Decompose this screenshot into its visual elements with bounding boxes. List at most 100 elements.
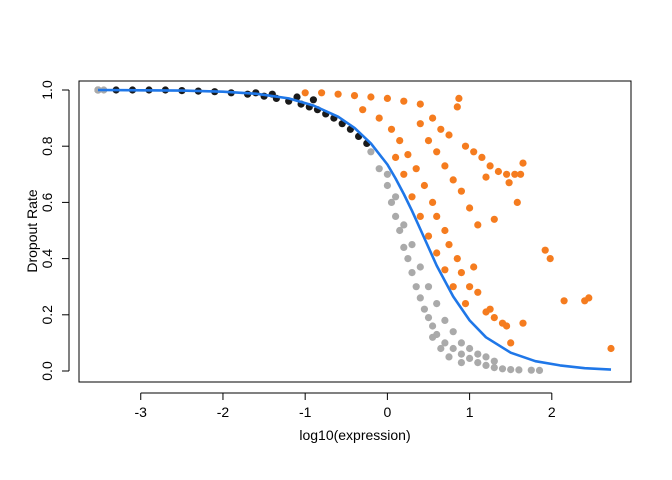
x-tick-label: -1 <box>299 404 312 420</box>
data-point <box>505 179 513 187</box>
data-point <box>470 263 478 271</box>
points-layer <box>94 86 615 374</box>
data-point <box>433 300 441 308</box>
data-point <box>482 353 490 361</box>
data-point <box>334 90 342 98</box>
data-point <box>466 204 474 212</box>
data-point <box>478 153 486 161</box>
data-point <box>416 212 424 220</box>
data-point <box>429 114 437 122</box>
plot-frame <box>78 80 632 383</box>
data-point <box>449 176 457 184</box>
data-point <box>404 255 412 263</box>
data-point <box>474 288 482 296</box>
data-point <box>396 226 404 235</box>
data-point <box>457 269 465 277</box>
data-point <box>466 283 474 291</box>
y-tick-label: 0.2 <box>39 305 55 325</box>
data-point <box>507 366 515 374</box>
data-point <box>457 187 465 195</box>
x-tick-label: -3 <box>135 404 148 420</box>
data-point <box>441 266 449 274</box>
data-point <box>424 137 433 145</box>
data-point <box>453 103 461 111</box>
data-point <box>585 294 593 302</box>
data-point <box>441 316 449 324</box>
y-tick-label: 1.0 <box>39 80 55 100</box>
data-point <box>541 246 549 254</box>
data-point <box>470 148 478 156</box>
data-point <box>437 344 445 353</box>
data-point <box>490 215 498 223</box>
y-tick-label: 0.0 <box>39 361 55 381</box>
data-point <box>486 305 494 313</box>
data-point <box>408 269 416 277</box>
data-point <box>517 170 525 178</box>
y-tick-label: 0.4 <box>39 249 55 269</box>
data-point <box>449 344 457 353</box>
data-point <box>375 165 383 173</box>
data-point <box>441 339 449 347</box>
data-point <box>350 92 359 100</box>
data-point <box>515 366 523 374</box>
data-point <box>457 359 465 367</box>
data-point <box>449 283 457 291</box>
data-point <box>367 148 375 156</box>
data-point <box>375 114 383 122</box>
data-point <box>416 263 424 271</box>
data-point <box>466 344 474 353</box>
data-point <box>466 354 474 362</box>
data-point <box>433 249 441 257</box>
data-point <box>420 181 428 190</box>
data-point <box>445 241 453 249</box>
data-point <box>546 255 554 263</box>
x-axis: -3 -2 -1 0 1 2 <box>135 392 556 420</box>
data-point <box>293 93 301 101</box>
data-point <box>424 283 433 291</box>
data-point <box>519 159 527 167</box>
data-point <box>412 165 420 173</box>
data-point <box>400 221 408 229</box>
x-tick-label: 1 <box>466 404 474 420</box>
data-point <box>400 170 408 178</box>
data-point <box>513 198 521 206</box>
data-point <box>445 353 453 361</box>
data-point <box>429 333 437 341</box>
data-point <box>445 131 453 139</box>
data-point <box>359 106 367 114</box>
data-point <box>396 137 404 145</box>
data-point <box>535 366 544 374</box>
data-point <box>490 357 498 365</box>
data-point <box>455 94 463 102</box>
data-point <box>453 255 461 263</box>
data-point <box>408 241 416 249</box>
data-point <box>318 89 326 97</box>
data-point <box>301 89 309 97</box>
data-point <box>437 125 445 133</box>
data-point <box>490 314 498 322</box>
data-point <box>383 181 391 190</box>
y-axis: 0.0 0.2 0.4 0.6 0.8 1.0 <box>39 80 70 381</box>
data-point <box>486 162 494 170</box>
data-point <box>424 232 433 240</box>
data-point <box>392 193 400 201</box>
data-point <box>560 297 568 305</box>
data-point <box>429 198 437 206</box>
y-tick-label: 0.6 <box>39 192 55 212</box>
data-point <box>367 93 375 101</box>
data-point <box>511 170 519 178</box>
data-point <box>387 125 396 133</box>
data-point <box>474 221 482 229</box>
x-axis-label: log10(expression) <box>299 427 410 443</box>
data-point <box>400 97 408 105</box>
data-point <box>309 96 317 104</box>
data-point <box>387 198 396 206</box>
data-point <box>400 243 408 251</box>
data-point <box>416 100 424 108</box>
data-point <box>412 283 420 291</box>
data-point <box>527 366 535 374</box>
data-point <box>433 148 441 156</box>
data-point <box>416 120 424 128</box>
data-point <box>441 162 449 170</box>
